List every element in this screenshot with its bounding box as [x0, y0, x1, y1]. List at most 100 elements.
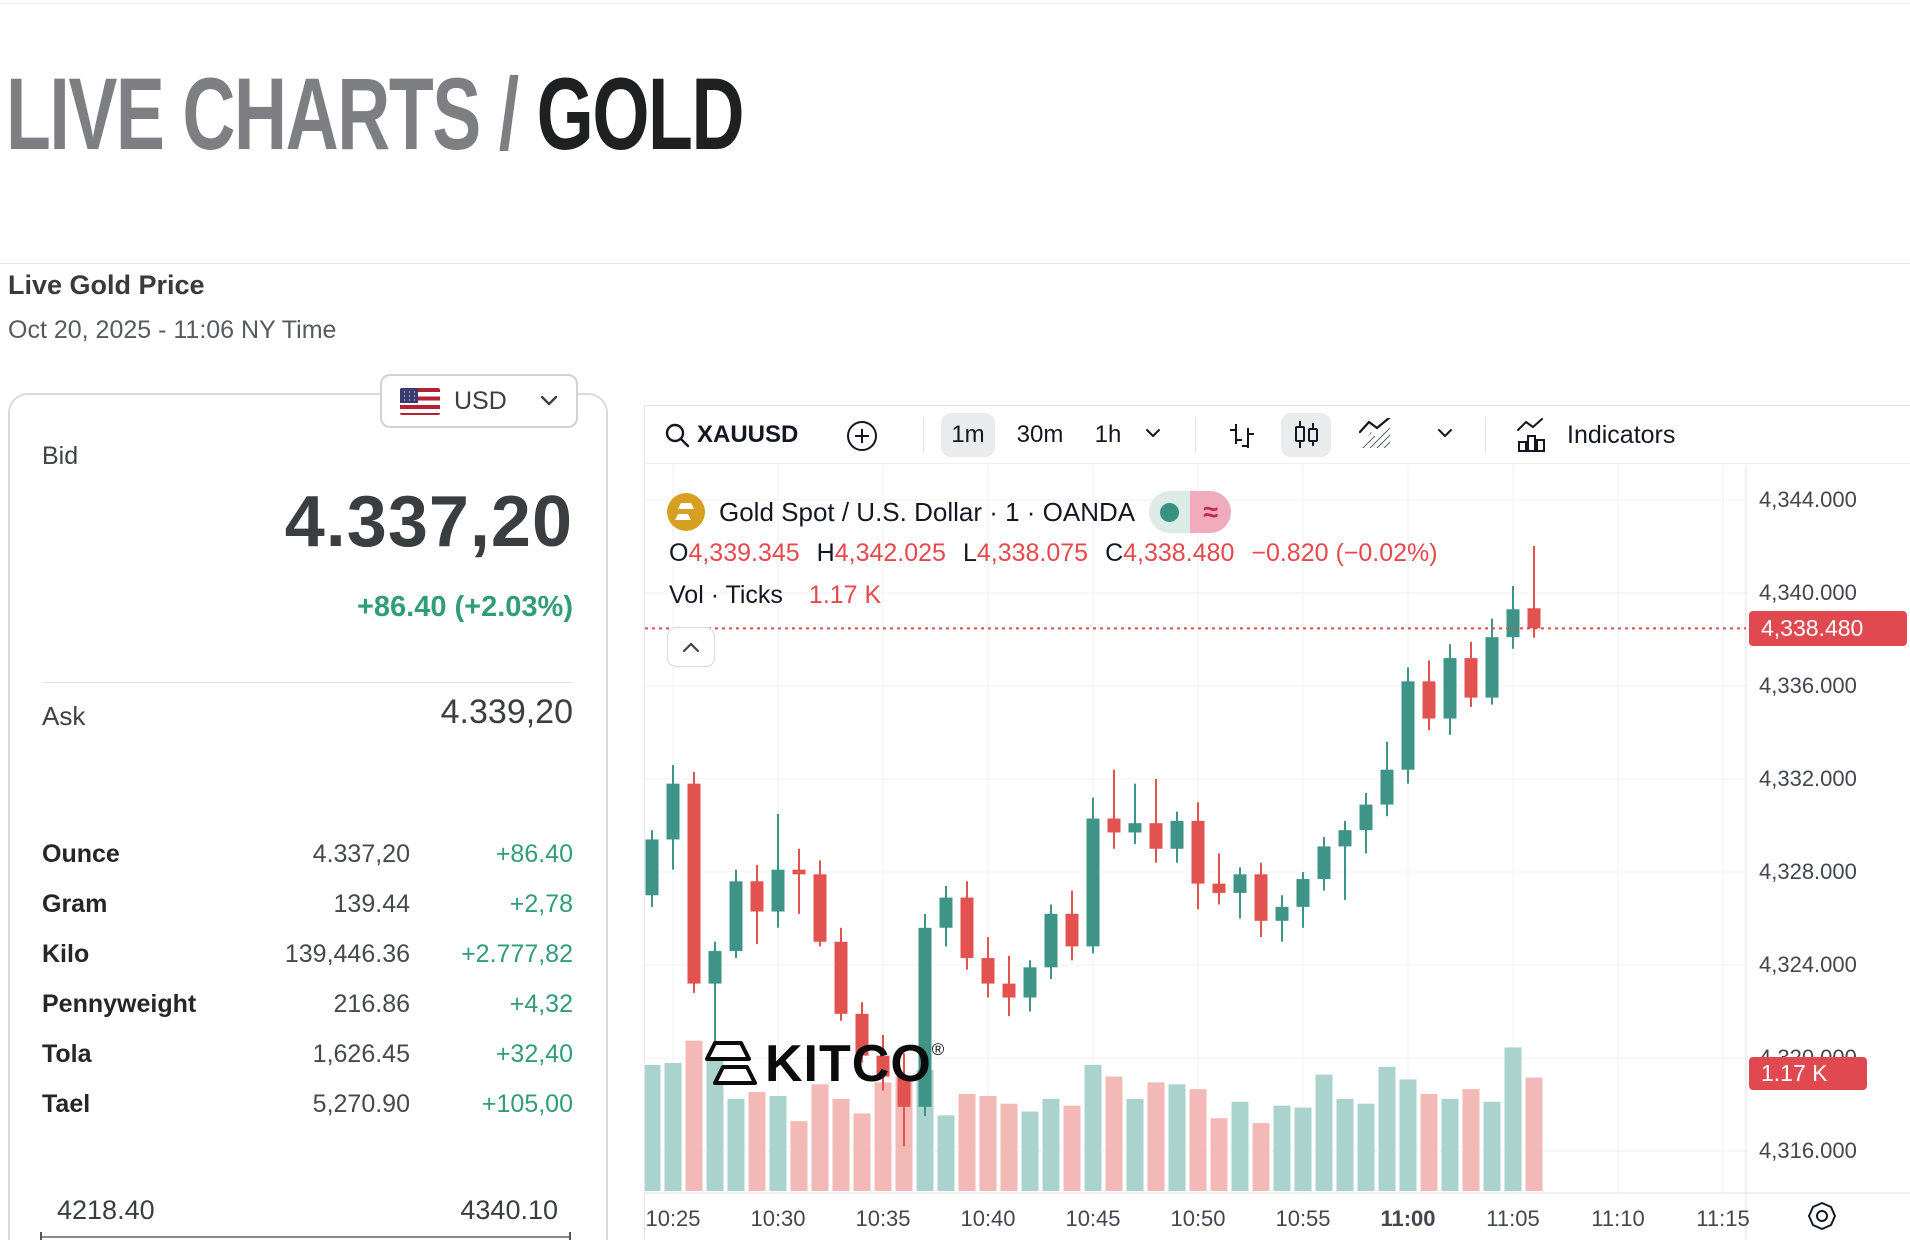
- volume-bar: [1147, 1082, 1165, 1191]
- unit-label: Tola: [42, 1040, 92, 1068]
- indicators-button[interactable]: Indicators: [1567, 420, 1676, 449]
- chart-style-area-icon[interactable]: [1357, 418, 1397, 454]
- legend-volume-row: Vol · Ticks 1.17 K: [669, 581, 881, 610]
- chevron-up-icon: [682, 642, 700, 652]
- volume-bar: [1084, 1064, 1102, 1191]
- volume-bar: [1273, 1105, 1291, 1191]
- volume-bar: [958, 1094, 976, 1191]
- candle-body: [1275, 906, 1289, 921]
- volume-bar: [727, 1098, 745, 1191]
- candlestick-chart[interactable]: [645, 465, 1910, 1240]
- unit-label: Tael: [42, 1090, 91, 1118]
- x-axis-label: 10:50: [1170, 1206, 1226, 1231]
- volume-bar: [790, 1121, 808, 1191]
- market-open-indicator: [1149, 491, 1191, 533]
- volume-bar: [706, 1053, 724, 1191]
- volume-bar: [1063, 1105, 1081, 1191]
- page-title-section: LIVE CHARTS /: [6, 57, 519, 171]
- unit-change: +32,40: [495, 1040, 573, 1068]
- day-range-slider[interactable]: [40, 1232, 571, 1240]
- candle-body: [645, 839, 659, 896]
- volume-bar: [748, 1092, 766, 1191]
- live-price-title: Live Gold Price: [8, 270, 205, 300]
- volume-bar: [1462, 1089, 1480, 1191]
- candle-body: [1023, 967, 1037, 998]
- candle-body: [1296, 878, 1310, 907]
- y-axis-label: 4,344.000: [1759, 487, 1857, 512]
- top-divider: [0, 3, 1910, 4]
- candle-body: [1149, 823, 1163, 849]
- page-title: LIVE CHARTS / GOLD: [6, 57, 745, 171]
- day-range-low: 4218.40: [57, 1195, 155, 1225]
- candle-body: [834, 941, 848, 1014]
- candle-body: [939, 897, 953, 928]
- candle-body: [1086, 818, 1100, 947]
- day-range-high: 4340.10: [460, 1195, 558, 1225]
- time-axis-settings-gear-icon[interactable]: [1807, 1201, 1837, 1236]
- candle-body: [1464, 658, 1478, 698]
- y-axis-label: 4,328.000: [1759, 859, 1857, 884]
- x-axis-label: 10:55: [1275, 1206, 1331, 1231]
- candle-body: [666, 783, 680, 840]
- y-axis-label: 4,332.000: [1759, 766, 1857, 791]
- volume-bar: [685, 1040, 703, 1191]
- candle-body: [855, 1013, 869, 1056]
- last-price-tag: 4,338.480: [1749, 611, 1907, 646]
- candle-body: [1128, 823, 1142, 833]
- volume-bar: [832, 1098, 850, 1191]
- ohlc-pair: C4,338.480: [1105, 539, 1235, 567]
- volume-bar: [1105, 1076, 1123, 1191]
- search-icon[interactable]: [663, 421, 691, 449]
- legend-collapse-button[interactable]: [667, 627, 715, 667]
- candle-body: [1044, 913, 1058, 968]
- volume-bar: [1042, 1098, 1060, 1191]
- candle-body: [1485, 637, 1499, 698]
- timestamp: Oct 20, 2025 - 11:06 NY Time: [8, 316, 337, 344]
- volume-bar: [1168, 1084, 1186, 1191]
- chart-style-menu-chevron-icon[interactable]: [1437, 428, 1453, 439]
- chart-style-candles-button[interactable]: [1281, 413, 1331, 457]
- volume-bar: [1399, 1079, 1417, 1191]
- indicators-icon[interactable]: [1515, 418, 1553, 454]
- volume-bar: [1525, 1077, 1543, 1191]
- x-axis-label: 10:40: [960, 1206, 1016, 1231]
- toolbar-separator: [923, 417, 924, 453]
- quote-card: Bid 4.337,20 +86.40 (+2.03%) Ask 4.339,2…: [8, 393, 608, 1240]
- chart-toolbar: XAUUSD 1m 30m 1h: [645, 406, 1910, 464]
- candle-body: [708, 951, 722, 984]
- symbol-search-button[interactable]: XAUUSD: [697, 421, 799, 448]
- x-axis-label: 10:30: [750, 1206, 806, 1231]
- volume-label: Vol · Ticks: [669, 581, 783, 609]
- x-axis-label: 10:35: [855, 1206, 911, 1231]
- candle-body: [1065, 913, 1079, 947]
- bid-label: Bid: [42, 442, 79, 470]
- ohlc-pair: H4,342.025: [816, 539, 946, 567]
- unit-row: Tael 5,270.90 +105,00: [42, 1090, 573, 1140]
- candle-body: [1506, 609, 1520, 638]
- unit-label: Pennyweight: [42, 990, 197, 1018]
- interval-1h-button[interactable]: 1h: [1094, 421, 1122, 448]
- interval-30m-button[interactable]: 30m: [1016, 421, 1064, 448]
- legend-symbol-title[interactable]: Gold Spot / U.S. Dollar · 1 · OANDA: [719, 496, 1136, 527]
- volume-bar: [1336, 1098, 1354, 1191]
- chart-style-bars-icon[interactable]: [1223, 418, 1259, 454]
- candle-body: [813, 874, 827, 942]
- legend-change: −0.820 (−0.02%): [1251, 539, 1438, 567]
- unit-price-table: Ounce 4.337,20 +86.40 Gram 139.44 +2,78 Kilo 13…: [42, 840, 573, 1140]
- candle-body: [1254, 874, 1268, 921]
- candle-body: [1359, 804, 1373, 831]
- candle-body: [918, 927, 932, 1107]
- market-status-toggle[interactable]: ≈: [1149, 491, 1232, 533]
- currency-select[interactable]: USD: [380, 374, 578, 428]
- candle-body: [960, 897, 974, 959]
- candle-body: [1233, 874, 1247, 893]
- toolbar-separator: [1195, 417, 1196, 453]
- x-axis-label: 10:45: [1065, 1206, 1121, 1231]
- compare-add-icon[interactable]: [845, 419, 879, 453]
- volume-bar: [769, 1095, 787, 1191]
- interval-1m-button[interactable]: 1m: [941, 413, 995, 457]
- volume-bar: [1210, 1118, 1228, 1191]
- chart-legend: Gold Spot / U.S. Dollar · 1 · OANDA ≈: [667, 491, 1232, 533]
- interval-menu-chevron-icon[interactable]: [1145, 428, 1161, 439]
